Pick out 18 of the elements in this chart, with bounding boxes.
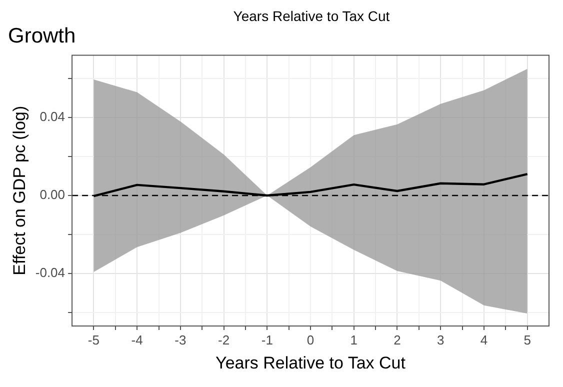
x-tick-label: -3: [174, 332, 186, 348]
x-tick-label: 5: [524, 332, 531, 348]
x-tick-label: -1: [261, 332, 273, 348]
x-tick-label: 2: [394, 332, 401, 348]
y-tick-label: 0.00: [40, 187, 66, 202]
x-tick-label: 0: [306, 332, 314, 348]
chart-title: Growth: [8, 24, 76, 48]
y-tick-label: -0.04: [35, 264, 66, 280]
x-tick-label: -2: [218, 332, 230, 348]
x-tick-label: 3: [436, 332, 444, 348]
y-axis-title: Effect on GDP pc (log): [10, 106, 29, 276]
x-tick-label: -4: [131, 332, 143, 348]
x-tick-label: 4: [480, 332, 488, 348]
y-tick-label: 0.04: [40, 109, 66, 124]
x-tick-label: 1: [350, 332, 358, 348]
x-tick-label: -5: [88, 332, 100, 348]
text: Years Relative to Tax Cut: [232, 8, 391, 24]
x-axis-title: Years Relative to Tax Cut: [216, 353, 406, 372]
